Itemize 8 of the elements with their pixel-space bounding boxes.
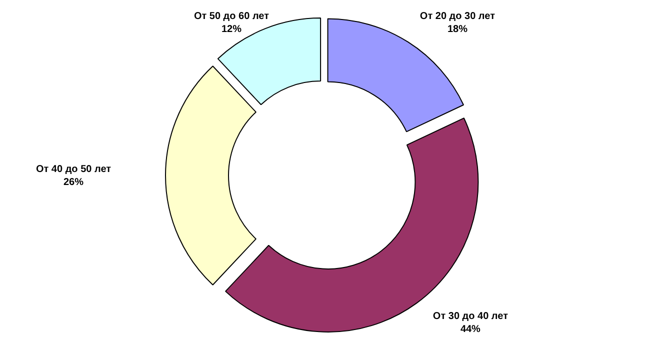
slice-label: От 30 до 40 лет bbox=[432, 311, 508, 322]
slice-label: От 20 до 30 лет bbox=[420, 11, 496, 22]
slice-label: От 40 до 50 лет bbox=[36, 164, 112, 175]
data-label: 44% bbox=[460, 324, 481, 336]
data-label: 18% bbox=[447, 24, 468, 35]
data-label: 26% bbox=[63, 177, 84, 188]
slice-label: От 50 до 60 лет bbox=[194, 11, 270, 22]
data-label: 12% bbox=[221, 24, 242, 35]
